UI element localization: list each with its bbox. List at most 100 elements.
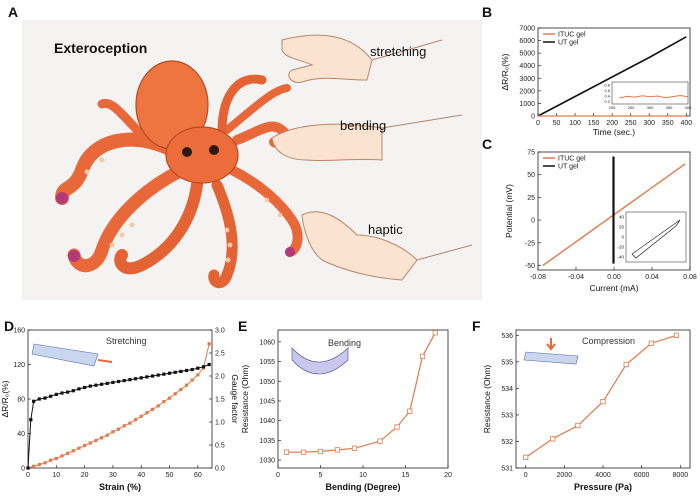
x-tick-label: 200	[606, 120, 618, 127]
data-point-compression	[550, 436, 556, 442]
x-tick-label: 0	[26, 472, 30, 479]
arm-line	[371, 39, 443, 61]
y-tick-label: 3000	[519, 76, 535, 83]
data-point-gauge-factor	[105, 381, 109, 385]
data-point-gauge-factor	[196, 366, 200, 370]
data-point-gauge-factor	[184, 368, 189, 373]
data-point-delta-r	[156, 404, 160, 408]
data-point-gauge-factor	[37, 397, 41, 401]
data-point-compression	[575, 422, 581, 429]
y-tick-label: 40	[17, 431, 25, 438]
data-point-delta-r	[145, 411, 149, 415]
press-arrow-icon	[546, 338, 556, 351]
octopus-head	[165, 126, 239, 184]
x-tick-label: 0	[276, 472, 280, 479]
chart-d: 0 10 20 30 40 50 60 0 40 80 120 160 Strain (%) ΔR/R₀(…	[0, 328, 240, 493]
inset-y-tick-label: 0	[621, 235, 624, 240]
x-axis-label: Current (mA)	[589, 283, 638, 293]
inset-x-tick-label: 200	[609, 105, 616, 110]
x-tick-label: 30	[109, 472, 117, 479]
x-axis-label: Time (sec.)	[593, 127, 635, 137]
y2-tick-label: 2.0	[215, 374, 225, 381]
data-point-gauge-factor	[54, 392, 58, 396]
y-tick-label: 1060	[259, 339, 275, 346]
y-tick-label: -50	[525, 263, 535, 270]
octopus-eye	[182, 147, 192, 157]
data-point-bending	[394, 424, 400, 430]
y-axis-label: Potential (mV)	[504, 184, 514, 238]
chart-title: Stretching	[106, 336, 147, 346]
data-point-bending	[351, 445, 358, 451]
y2-axis-label: Gauge factor	[230, 374, 240, 423]
tentacle-tip	[68, 250, 80, 262]
y-tick-label: 0	[531, 218, 535, 225]
y-tick-label: 80	[17, 397, 25, 404]
data-point-gauge-factor	[167, 371, 172, 375]
inset-y-tick-label: 0.6	[604, 88, 610, 93]
y-tick-label: 1050	[259, 379, 275, 386]
y-tick-label: 2000	[519, 88, 535, 95]
y2-tick-label: 0.0	[215, 466, 225, 473]
data-point-gauge-factor	[139, 376, 143, 380]
inset-x-tick-label: 250	[628, 105, 635, 110]
y-tick-label: 4000	[519, 63, 535, 70]
hand-stretching	[281, 34, 373, 84]
series-line-ut-gel	[537, 36, 687, 117]
data-point-delta-r	[83, 443, 87, 448]
y2-tick-label: 0.5	[215, 443, 225, 450]
panel-label-c: C	[482, 136, 493, 152]
data-point-gauge-factor	[122, 379, 126, 383]
data-point-gauge-factor	[201, 365, 206, 369]
data-point-gauge-factor	[71, 389, 75, 393]
data-point-gauge-factor	[150, 374, 155, 378]
inset-y-tick-label: -40	[617, 255, 624, 260]
octopus-eye	[209, 145, 219, 155]
data-point-delta-r	[66, 451, 70, 455]
data-point-compression	[623, 361, 629, 368]
inset-x-tick-label: 400	[685, 105, 692, 110]
arm-line	[416, 244, 473, 261]
data-point-delta-r	[179, 387, 183, 392]
x-tick-label: 20	[444, 472, 452, 479]
data-point-bending	[407, 408, 413, 414]
inset-hysteresis-loop	[631, 219, 681, 259]
data-point-delta-r	[139, 414, 143, 418]
y-tick-label: 50	[527, 172, 535, 179]
y2-tick-label: 1.5	[215, 397, 225, 404]
y-axis-label: Resistance (Ohm)	[240, 365, 250, 434]
inset-x-tick-label: 300	[647, 105, 654, 110]
arm-line	[381, 114, 463, 129]
x-tick-label: 0.04	[645, 274, 659, 281]
x-tick-label: 8000	[673, 472, 689, 479]
data-point-delta-r	[111, 430, 115, 434]
hand-haptic	[301, 211, 418, 281]
legend-label: UT gel	[558, 40, 579, 47]
x-tick-label: 10	[359, 472, 367, 479]
x-tick-label: 5	[319, 472, 323, 479]
data-point-bending	[317, 448, 324, 455]
inset-y-tick-label: 0.4	[604, 93, 610, 98]
inset-y-tick-label: -20	[617, 245, 624, 250]
x-tick-label: 150	[588, 120, 600, 127]
hands	[271, 34, 418, 281]
legend-label: UT gel	[558, 164, 579, 171]
octopus-suckers	[84, 157, 283, 263]
data-point-gauge-factor	[116, 379, 121, 384]
hand-bending	[271, 123, 383, 162]
data-point-gauge-factor	[66, 390, 70, 394]
chart-c: -0.08 -0.04 0.00 0.04 0.08 -50 -25 0 25 50 75 Curre…	[504, 150, 697, 294]
data-point-compression	[523, 454, 529, 460]
y-tick-label: 1055	[259, 359, 275, 366]
data-point-gauge-factor	[43, 396, 47, 400]
chart-b: 0 50 100 150 200 250 300 350 4000100020003000400…	[500, 26, 692, 138]
y-axis-label: ΔR/R₀(%)	[0, 380, 10, 417]
legend-label: ITUC gel	[558, 156, 586, 163]
data-point-gauge-factor	[156, 373, 160, 377]
tentacle-tip	[56, 192, 68, 204]
y-tick-label: 535	[501, 359, 513, 366]
data-point-delta-r	[71, 449, 75, 453]
inset-frame	[611, 81, 689, 105]
y-axis-label: ΔR/R₀(%)	[500, 53, 510, 90]
data-point-gauge-factor	[100, 382, 104, 386]
y-tick-label: 0	[531, 114, 535, 121]
